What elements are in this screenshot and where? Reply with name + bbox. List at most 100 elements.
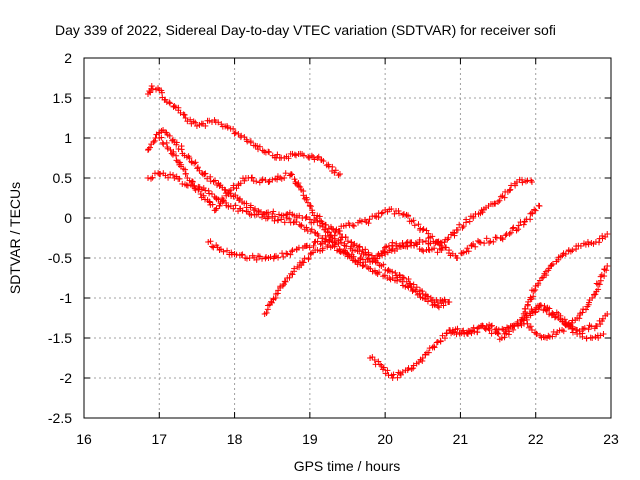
data-point [376, 269, 383, 276]
data-point [282, 278, 289, 285]
data-point [288, 171, 295, 177]
data-point [295, 183, 302, 190]
data-point [171, 103, 178, 109]
data-point [200, 192, 207, 199]
data-point [342, 234, 349, 241]
data-point [410, 217, 417, 224]
data-point [596, 239, 603, 246]
data-point [557, 312, 564, 319]
data-point [253, 178, 260, 185]
data-point [408, 239, 415, 246]
data-point [256, 143, 263, 150]
data-point [195, 186, 202, 193]
data-point [356, 243, 363, 250]
data-point [431, 245, 438, 252]
data-point [235, 197, 242, 204]
data-point [546, 305, 553, 312]
data-point [283, 250, 290, 257]
y-tick-label: 0.5 [53, 170, 73, 186]
data-point [376, 253, 383, 260]
data-point [501, 194, 508, 201]
data-point [298, 222, 305, 229]
data-point [216, 247, 223, 253]
data-point [194, 164, 201, 171]
data-point [283, 211, 290, 218]
y-tick-label: -0.5 [48, 250, 72, 266]
data-point [348, 243, 355, 250]
data-point [263, 309, 270, 316]
data-point [280, 212, 287, 219]
data-point [509, 225, 516, 232]
data-point [532, 207, 539, 214]
data-point [230, 205, 237, 212]
data-point [524, 320, 531, 327]
data-point [192, 159, 199, 166]
x-tick-label: 18 [227, 431, 243, 447]
data-point [167, 100, 174, 107]
data-point [600, 331, 607, 337]
data-point [454, 226, 461, 233]
data-point [460, 223, 467, 230]
data-point [306, 244, 313, 251]
data-point [311, 239, 318, 246]
data-point [383, 243, 390, 250]
data-point [208, 191, 215, 197]
x-tick-labels: 16 17 18 19 20 21 22 23 [76, 431, 619, 447]
x-axis-label: GPS time / hours [294, 458, 401, 474]
data-point [188, 178, 195, 185]
data-point [365, 220, 372, 227]
data-point [545, 332, 552, 339]
data-point [506, 187, 513, 194]
data-point [249, 174, 256, 181]
data-point [362, 249, 369, 256]
data-point [528, 209, 535, 216]
data-point [555, 256, 562, 263]
data-point [213, 205, 220, 212]
data-point [431, 301, 438, 308]
data-points [144, 83, 611, 381]
data-point [358, 218, 365, 225]
data-point [465, 248, 472, 255]
data-point [533, 331, 540, 338]
data-point [278, 216, 285, 223]
data-point [549, 260, 556, 267]
data-point [147, 89, 154, 96]
data-point [517, 319, 524, 325]
data-point [469, 327, 476, 334]
data-point [530, 288, 537, 295]
data-point [428, 297, 435, 304]
data-point [486, 327, 493, 334]
data-point [446, 327, 453, 333]
data-point [222, 187, 229, 194]
data-point [470, 214, 477, 221]
data-point [400, 275, 407, 281]
data-point [301, 195, 308, 202]
plot-frame [83, 57, 612, 419]
data-point [518, 322, 525, 329]
data-point [302, 215, 309, 222]
data-point [212, 177, 219, 184]
data-point [512, 182, 519, 189]
data-point [232, 129, 239, 136]
data-point [237, 180, 244, 187]
data-point [266, 149, 273, 156]
data-point [177, 109, 184, 116]
data-point [311, 156, 318, 163]
data-point [404, 243, 411, 250]
data-point [441, 335, 448, 342]
data-point [191, 160, 198, 167]
data-point [604, 231, 611, 237]
data-point [454, 255, 461, 262]
data-point [204, 175, 211, 182]
data-point [253, 256, 260, 263]
data-point [603, 267, 610, 274]
data-point [293, 152, 300, 159]
data-point [243, 255, 250, 262]
data-point [176, 175, 183, 182]
data-point [530, 293, 537, 300]
data-point [268, 299, 275, 306]
data-point [391, 210, 398, 217]
data-point [504, 324, 511, 331]
data-point [215, 119, 222, 126]
data-point [548, 262, 555, 269]
